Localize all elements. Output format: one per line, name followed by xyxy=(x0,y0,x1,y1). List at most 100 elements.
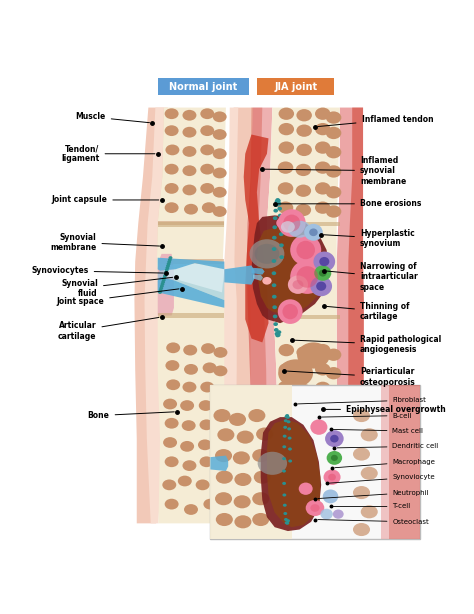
Ellipse shape xyxy=(273,209,278,212)
Ellipse shape xyxy=(290,235,321,265)
Text: Narrowing of
intraarticular
space: Narrowing of intraarticular space xyxy=(327,262,418,292)
Ellipse shape xyxy=(213,149,227,159)
Text: T-cell: T-cell xyxy=(333,503,411,510)
Ellipse shape xyxy=(213,347,228,358)
Ellipse shape xyxy=(284,419,288,422)
Bar xyxy=(158,79,249,95)
Polygon shape xyxy=(158,258,224,271)
Ellipse shape xyxy=(326,186,341,198)
Ellipse shape xyxy=(327,451,342,465)
Ellipse shape xyxy=(158,291,162,294)
Ellipse shape xyxy=(166,264,170,268)
Ellipse shape xyxy=(327,426,342,438)
Ellipse shape xyxy=(326,146,341,158)
Ellipse shape xyxy=(278,459,293,472)
Text: Periarticular
osteoporosis: Periarticular osteoporosis xyxy=(287,367,416,387)
Ellipse shape xyxy=(277,330,282,334)
Text: Neutrophil: Neutrophil xyxy=(318,489,429,499)
Ellipse shape xyxy=(274,200,279,203)
Ellipse shape xyxy=(310,504,319,512)
Ellipse shape xyxy=(278,161,293,174)
Ellipse shape xyxy=(310,419,328,435)
Polygon shape xyxy=(253,274,263,281)
Ellipse shape xyxy=(279,402,294,414)
Polygon shape xyxy=(261,417,321,531)
Ellipse shape xyxy=(164,108,179,119)
Polygon shape xyxy=(164,263,224,292)
Polygon shape xyxy=(381,385,419,538)
Ellipse shape xyxy=(285,414,289,417)
Ellipse shape xyxy=(309,228,318,236)
Ellipse shape xyxy=(326,205,341,218)
Bar xyxy=(257,79,334,95)
Ellipse shape xyxy=(202,202,216,213)
Ellipse shape xyxy=(165,144,179,155)
Polygon shape xyxy=(257,227,324,316)
Ellipse shape xyxy=(279,344,294,356)
Ellipse shape xyxy=(277,202,282,206)
Ellipse shape xyxy=(283,214,300,231)
Polygon shape xyxy=(224,107,253,523)
Ellipse shape xyxy=(276,218,289,228)
Ellipse shape xyxy=(353,448,370,460)
Ellipse shape xyxy=(213,365,228,376)
Text: Joint space: Joint space xyxy=(56,289,179,306)
Ellipse shape xyxy=(196,480,210,490)
Ellipse shape xyxy=(306,500,324,516)
Ellipse shape xyxy=(283,426,287,429)
Ellipse shape xyxy=(319,270,327,276)
Ellipse shape xyxy=(182,127,196,138)
Ellipse shape xyxy=(328,473,336,481)
Ellipse shape xyxy=(164,202,179,213)
Ellipse shape xyxy=(273,216,277,220)
Ellipse shape xyxy=(326,386,341,398)
Ellipse shape xyxy=(164,499,179,510)
Ellipse shape xyxy=(326,349,341,361)
Polygon shape xyxy=(275,222,340,226)
Ellipse shape xyxy=(281,221,295,233)
Ellipse shape xyxy=(286,416,290,419)
Text: Synoviocyte: Synoviocyte xyxy=(329,474,435,483)
Ellipse shape xyxy=(184,504,198,515)
Ellipse shape xyxy=(272,247,276,251)
Ellipse shape xyxy=(178,476,192,486)
Ellipse shape xyxy=(278,359,313,387)
Ellipse shape xyxy=(279,232,283,236)
Ellipse shape xyxy=(327,465,342,478)
Ellipse shape xyxy=(299,483,313,495)
Polygon shape xyxy=(389,385,419,538)
Ellipse shape xyxy=(167,260,171,263)
Ellipse shape xyxy=(283,435,287,438)
Text: Osteoclast: Osteoclast xyxy=(318,519,429,525)
Bar xyxy=(210,385,419,538)
Ellipse shape xyxy=(235,515,251,529)
Ellipse shape xyxy=(182,165,196,176)
Ellipse shape xyxy=(353,523,370,536)
Ellipse shape xyxy=(161,282,164,286)
Ellipse shape xyxy=(283,304,298,319)
Polygon shape xyxy=(244,134,268,343)
Ellipse shape xyxy=(287,420,291,423)
Ellipse shape xyxy=(315,441,330,453)
Ellipse shape xyxy=(201,382,214,392)
Ellipse shape xyxy=(288,459,292,462)
Polygon shape xyxy=(145,107,164,523)
Text: Tendon/
ligament: Tendon/ ligament xyxy=(61,144,155,163)
Polygon shape xyxy=(157,107,226,523)
Ellipse shape xyxy=(275,198,280,202)
Ellipse shape xyxy=(361,429,378,441)
Ellipse shape xyxy=(296,346,312,359)
Ellipse shape xyxy=(162,480,176,490)
Ellipse shape xyxy=(276,199,281,203)
Ellipse shape xyxy=(313,480,329,492)
Ellipse shape xyxy=(165,360,179,371)
Ellipse shape xyxy=(361,505,378,518)
Text: Muscle: Muscle xyxy=(75,112,149,123)
Ellipse shape xyxy=(233,451,250,464)
Ellipse shape xyxy=(319,257,329,266)
Text: Fibroblast: Fibroblast xyxy=(298,397,427,404)
Ellipse shape xyxy=(213,445,227,456)
Ellipse shape xyxy=(237,430,254,444)
Ellipse shape xyxy=(296,266,318,288)
Polygon shape xyxy=(158,254,174,316)
